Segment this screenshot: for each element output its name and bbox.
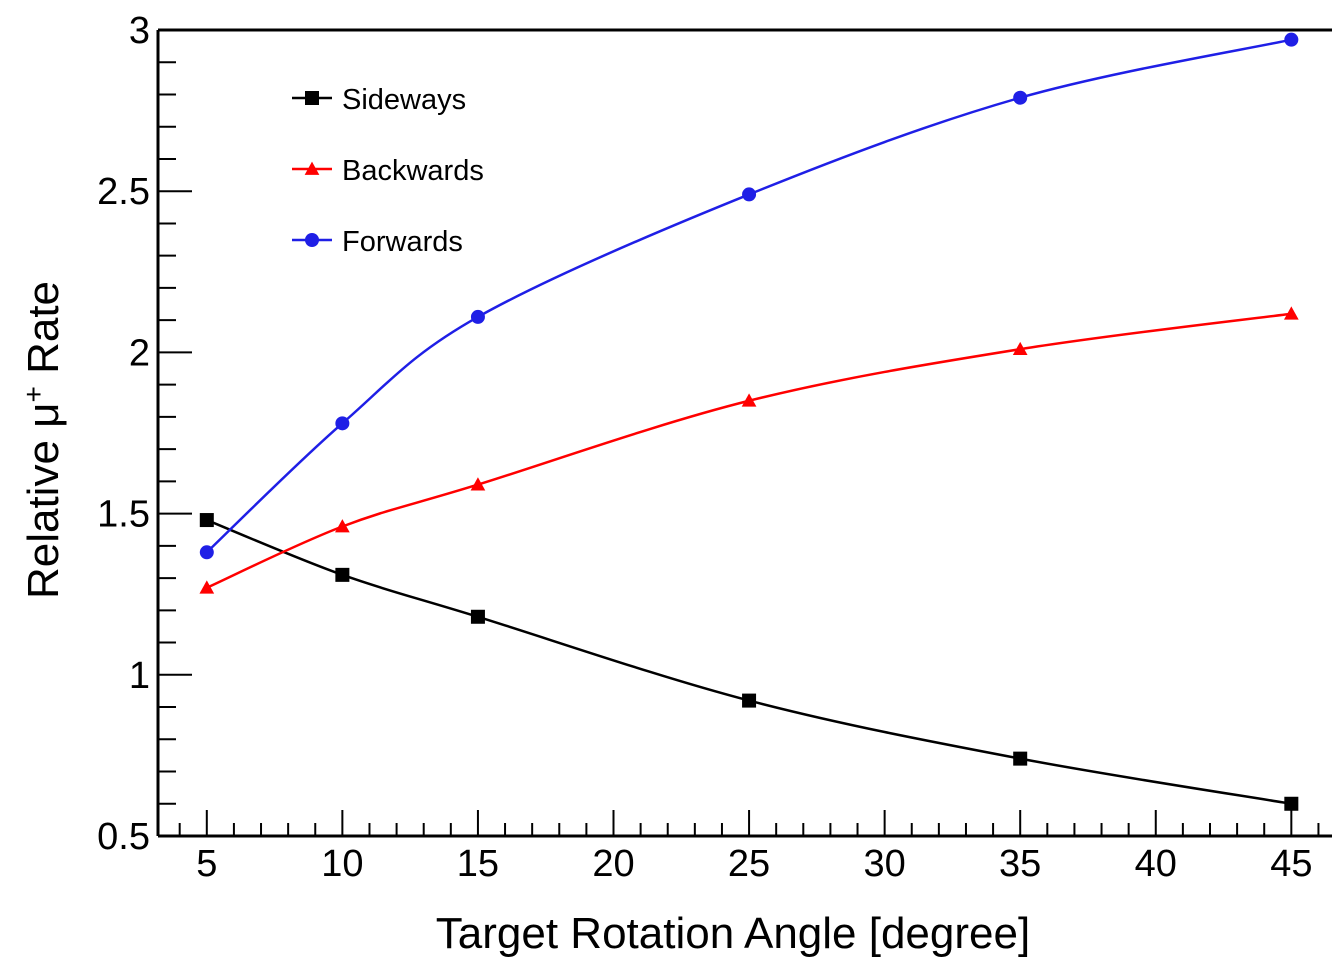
- x-tick-label: 30: [863, 843, 905, 885]
- data-point-sideways: [742, 693, 757, 708]
- legend-marker-backwards: [304, 161, 320, 175]
- data-point-backwards: [335, 519, 350, 533]
- series-layer: [199, 32, 1299, 811]
- legend-item-backwards: Backwards: [292, 155, 484, 187]
- x-tick-label: 40: [1135, 843, 1177, 885]
- series-line-sideways: [206, 518, 1292, 805]
- legend: Sideways Backwards Forwards: [292, 84, 484, 258]
- x-tick-label: 5: [196, 843, 217, 885]
- x-tick-label: 20: [592, 843, 634, 885]
- legend-marker-sideways: [305, 91, 319, 105]
- y-axis-title-suffix: Rate: [19, 281, 68, 386]
- y-tick-label: 3: [129, 10, 150, 52]
- y-axis-title-prefix: Relative: [19, 428, 68, 599]
- legend-label-sideways: Sideways: [342, 84, 466, 116]
- legend-item-forwards: Forwards: [292, 226, 463, 258]
- legend-marker-forwards: [305, 233, 319, 247]
- y-tick-label: 1.5: [97, 494, 150, 536]
- data-point-forwards: [199, 545, 214, 560]
- data-point-backwards: [1283, 306, 1299, 320]
- data-point-sideways: [1284, 796, 1299, 811]
- legend-item-sideways: Sideways: [292, 84, 466, 116]
- x-tick-label: 15: [457, 843, 499, 885]
- series-line-forwards: [205, 38, 1292, 554]
- y-tick-label: 0.5: [97, 816, 150, 858]
- x-axis-title: Target Rotation Angle [degree]: [436, 909, 1030, 957]
- data-point-backwards: [741, 393, 757, 407]
- data-point-forwards: [742, 187, 757, 202]
- data-point-sideways: [1013, 751, 1028, 766]
- x-tick-label: 25: [728, 843, 770, 885]
- data-point-forwards: [335, 416, 350, 431]
- series-line-backwards: [206, 312, 1292, 589]
- data-point-backwards: [1012, 341, 1028, 356]
- series-forwards: [199, 32, 1299, 560]
- series-sideways: [199, 513, 1299, 811]
- data-point-sideways: [470, 609, 485, 624]
- data-point-sideways: [199, 513, 214, 528]
- legend-label-backwards: Backwards: [342, 155, 484, 187]
- y-axis-title-superscript: +: [18, 386, 49, 402]
- data-point-forwards: [1284, 32, 1299, 47]
- y-tick-label: 2: [129, 332, 150, 374]
- y-tick-label: 2.5: [97, 171, 150, 213]
- y-axis-title-symbol: μ: [19, 402, 68, 427]
- x-tick-label: 45: [1270, 843, 1312, 885]
- y-axis-title: Relative μ+ Rate: [18, 281, 69, 599]
- data-point-backwards: [199, 580, 215, 594]
- x-tick-label: 10: [321, 843, 363, 885]
- plot-frame: [156, 28, 1332, 838]
- series-backwards: [199, 306, 1299, 594]
- y-tick-label: 1: [129, 655, 150, 697]
- data-point-forwards: [470, 309, 485, 324]
- axis-ticks: 0.511.522.535 10 15 20 25 30 35 40 45: [97, 10, 1320, 885]
- x-tick-label: 35: [999, 843, 1041, 885]
- data-point-forwards: [1013, 90, 1028, 105]
- data-point-sideways: [335, 567, 350, 582]
- data-point-backwards: [470, 477, 486, 491]
- legend-label-forwards: Forwards: [342, 226, 463, 258]
